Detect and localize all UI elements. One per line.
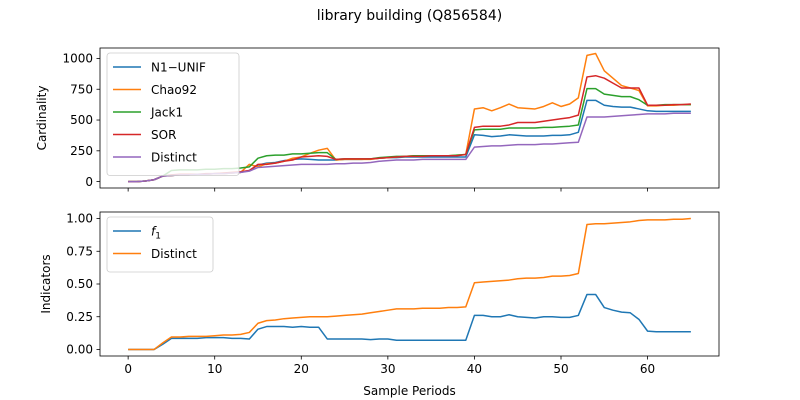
- y-axis-label: Cardinality: [35, 86, 49, 151]
- y-tick-label: 0.50: [66, 277, 93, 291]
- x-axis-label: Sample Periods: [363, 384, 455, 398]
- y-tick-label: 1.00: [66, 212, 93, 226]
- y-tick-label: 0.25: [66, 310, 93, 324]
- legend-label: f1: [151, 225, 161, 242]
- legend-label: SOR: [151, 128, 176, 142]
- y-tick-label: 250: [70, 144, 93, 158]
- legend-box: [106, 216, 214, 273]
- legend-box: [106, 52, 240, 176]
- y-tick-label: 1000: [62, 52, 93, 66]
- y-tick-label: 0: [85, 175, 93, 189]
- y-tick-label: 0.75: [66, 244, 93, 258]
- legend-label: Chao92: [151, 83, 197, 97]
- x-tick-label: 20: [294, 362, 309, 376]
- indicators-panel: 0 10 20 30 40 50 60 0.00 0.25 0.50 0.75 1.00 Indicat…: [39, 211, 720, 398]
- x-tick-label: 30: [380, 362, 395, 376]
- y-tick-label: 500: [70, 113, 93, 127]
- legend-label: N1−UNIF: [151, 61, 206, 75]
- x-tick-label: 60: [640, 362, 655, 376]
- axes-frame: [99, 47, 720, 189]
- legend-label: Jack1: [150, 106, 183, 120]
- figure-title: library building (Q856584): [317, 8, 502, 24]
- series-line-1-1: [128, 217, 691, 351]
- y-axis-label: Indicators: [39, 254, 53, 313]
- x-tick-label: 50: [553, 362, 568, 376]
- x-tick-label: 0: [124, 362, 132, 376]
- y-tick-label: 750: [70, 82, 93, 96]
- x-tick-label: 40: [467, 362, 482, 376]
- series-line-1-0: [128, 293, 691, 351]
- y-tick-label: 0.00: [66, 343, 93, 357]
- legend-label: Distinct: [151, 247, 197, 261]
- legend-label: Distinct: [151, 151, 197, 165]
- cardinality-panel: 0 250 500 750 1000 Cardinality N1−UNIF Chao92 Ja…: [35, 47, 720, 192]
- x-tick-label: 10: [207, 362, 222, 376]
